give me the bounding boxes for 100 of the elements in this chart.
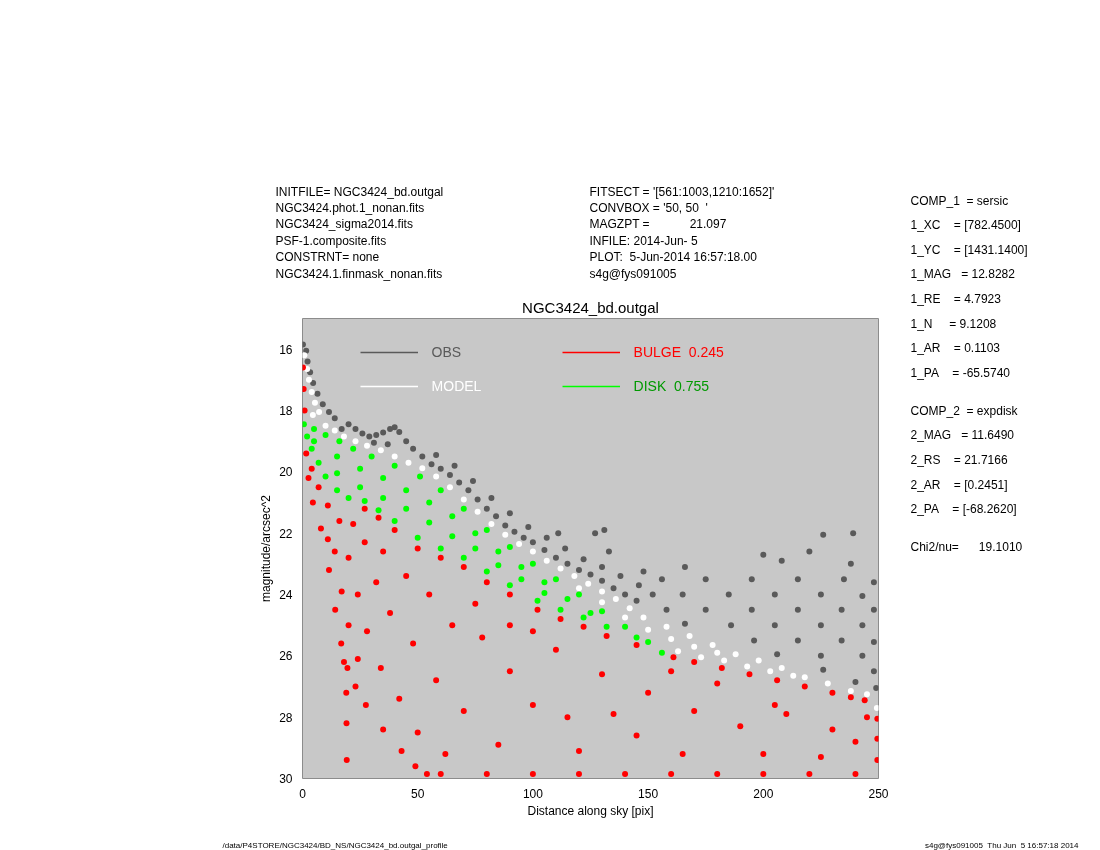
text: 1_RE = 4.7923 bbox=[910, 291, 1002, 306]
point bbox=[668, 635, 675, 642]
point bbox=[612, 596, 619, 603]
point bbox=[622, 614, 629, 621]
x-tick-label: 250 bbox=[868, 786, 889, 801]
text: Chi2/nu= 19.1010 bbox=[910, 540, 1023, 555]
legend-label: OBS bbox=[431, 342, 462, 361]
point bbox=[405, 459, 412, 466]
y-tick-label: 28 bbox=[279, 710, 293, 725]
x-tick-label: 100 bbox=[522, 786, 544, 801]
point bbox=[675, 648, 682, 655]
point bbox=[790, 672, 797, 679]
text: FITSECT = '[561:1003,1210:1652]' bbox=[589, 184, 775, 199]
point bbox=[686, 632, 693, 639]
point bbox=[847, 688, 854, 695]
text: COMP_1 = sersic bbox=[910, 193, 1009, 208]
text: 2_AR = [0.2451] bbox=[910, 477, 1008, 492]
point bbox=[801, 674, 808, 681]
point bbox=[767, 668, 774, 675]
y-tick-label: 30 bbox=[279, 772, 293, 786]
point bbox=[419, 465, 426, 472]
point bbox=[755, 657, 762, 664]
point bbox=[364, 442, 371, 449]
chart-title: NGC3424_bd.outgal bbox=[522, 299, 659, 316]
point bbox=[502, 531, 509, 538]
y-tick-label: 16 bbox=[279, 342, 293, 357]
text: INITFILE= NGC3424_bd.outgal bbox=[275, 184, 444, 199]
text: CONVBOX = '50, 50 ' bbox=[589, 200, 708, 215]
point bbox=[873, 704, 879, 711]
point bbox=[433, 473, 440, 480]
y-tick-label: 26 bbox=[279, 649, 293, 664]
point bbox=[311, 399, 318, 406]
text: s4g@fys091005 Thu Jun 5 16:57:18 2014 bbox=[924, 841, 1080, 850]
y-tick-label: 24 bbox=[279, 588, 293, 602]
text: s4g@fys091005 bbox=[589, 266, 677, 281]
point bbox=[824, 680, 831, 687]
point bbox=[331, 427, 338, 434]
text: 2_RS = 21.7166 bbox=[910, 453, 1008, 467]
point bbox=[626, 605, 633, 612]
y-tick-label: 22 bbox=[279, 526, 293, 541]
text: MAGZPT = 21.097 bbox=[589, 217, 727, 232]
point bbox=[571, 573, 578, 580]
point bbox=[302, 352, 308, 359]
point bbox=[352, 438, 359, 445]
legend-label: DISK 0.755 bbox=[633, 376, 710, 395]
point bbox=[488, 520, 495, 527]
text: NGC3424_sigma2014.fits bbox=[275, 217, 413, 232]
text: 1_N = 9.1208 bbox=[910, 316, 997, 331]
point bbox=[516, 540, 523, 547]
point bbox=[316, 409, 323, 416]
text: PSF-1.composite.fits bbox=[275, 233, 387, 248]
point bbox=[863, 691, 870, 698]
text: 2_MAG = 11.6490 bbox=[910, 428, 1015, 443]
point bbox=[599, 588, 606, 595]
point bbox=[698, 654, 705, 661]
point bbox=[714, 649, 721, 656]
text: 1_XC = [782.4500] bbox=[910, 218, 1021, 233]
point bbox=[663, 623, 670, 630]
point bbox=[732, 651, 739, 658]
point bbox=[543, 557, 550, 564]
text: PLOT: 5-Jun-2014 16:57:18.00 bbox=[589, 250, 758, 265]
text: 1_MAG = 12.8282 bbox=[910, 267, 1016, 282]
text: /data/P4STORE/NGC3424/BD_NS/NGC3424_bd.outgal_profile bbox=[222, 841, 449, 850]
legend-label: BULGE 0.245 bbox=[633, 342, 724, 361]
point bbox=[340, 433, 347, 440]
point bbox=[391, 453, 398, 460]
point bbox=[474, 508, 481, 515]
point bbox=[645, 626, 652, 633]
text: NGC3424.phot.1_nonan.fits bbox=[275, 200, 425, 215]
x-tick-label: 150 bbox=[638, 786, 659, 801]
text: CONSTRNT= none bbox=[275, 250, 380, 265]
x-tick-label: 50 bbox=[411, 786, 425, 801]
point bbox=[460, 496, 467, 503]
x-tick-label: 0 bbox=[299, 786, 307, 801]
point bbox=[308, 389, 315, 396]
x-tick-label: 200 bbox=[753, 786, 774, 801]
y-tick-label: 20 bbox=[279, 465, 293, 480]
point bbox=[575, 585, 582, 592]
point bbox=[640, 614, 647, 621]
point bbox=[778, 665, 785, 672]
point bbox=[557, 565, 564, 572]
point bbox=[721, 657, 728, 664]
point bbox=[446, 484, 453, 491]
text: INFILE: 2014-Jun- 5 bbox=[589, 233, 698, 248]
point bbox=[309, 412, 316, 419]
point bbox=[599, 599, 606, 606]
point bbox=[585, 580, 592, 587]
point bbox=[377, 447, 384, 454]
y-tick-label: 18 bbox=[279, 404, 293, 418]
text: 1_AR = 0.1103 bbox=[910, 341, 1001, 356]
point bbox=[709, 642, 716, 649]
point bbox=[529, 548, 536, 555]
text: 2_PA = [-68.2620] bbox=[910, 502, 1017, 517]
text: NGC3424.1.finmask_nonan.fits bbox=[275, 266, 443, 281]
point bbox=[305, 376, 312, 383]
point bbox=[744, 663, 751, 670]
y-axis-title: magnitude/arcsec^2 bbox=[259, 494, 274, 603]
text: 1_PA = -65.5740 bbox=[910, 365, 1011, 380]
point bbox=[322, 422, 329, 429]
text: COMP_2 = expdisk bbox=[910, 403, 1019, 418]
